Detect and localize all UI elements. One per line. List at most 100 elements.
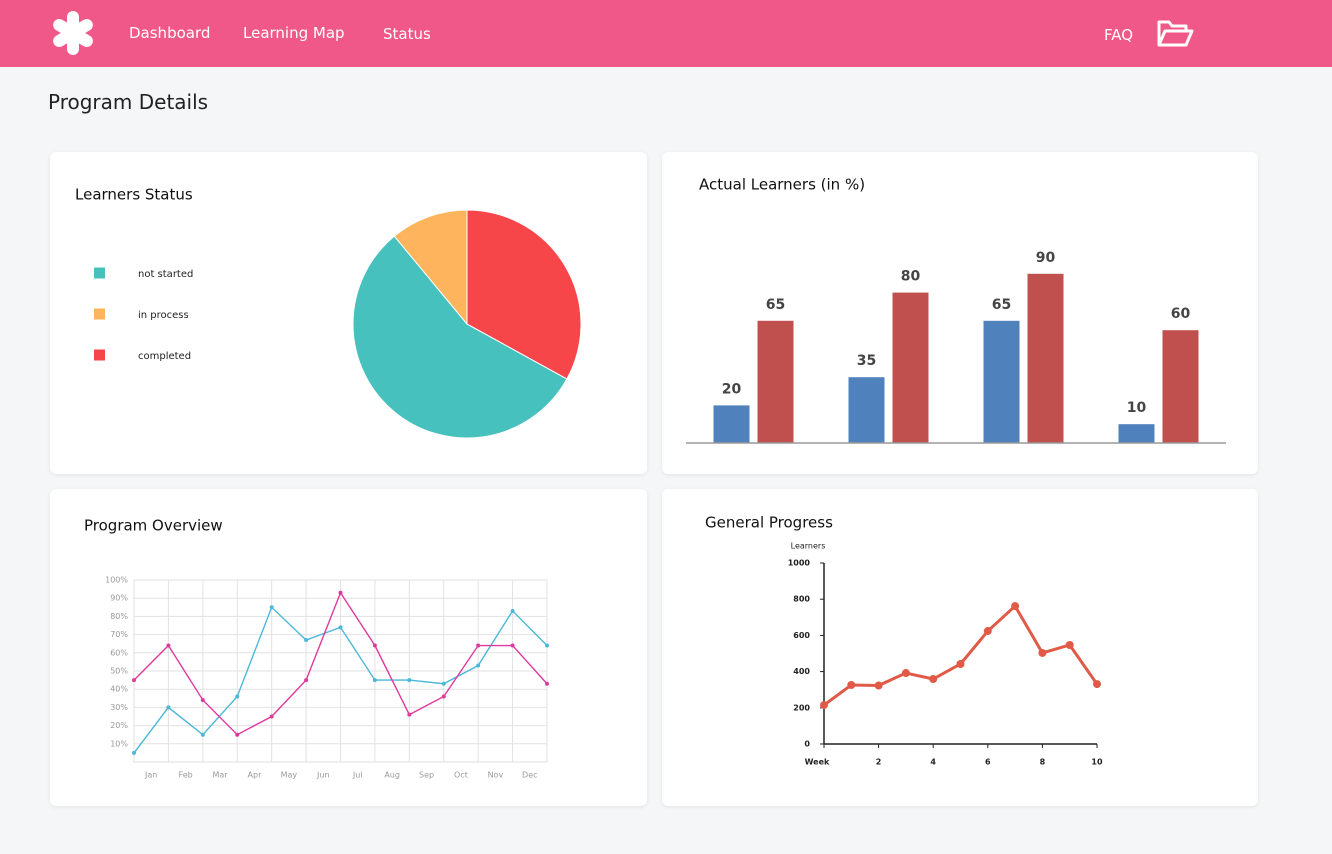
data-point <box>820 701 828 710</box>
y-tick-label: 600 <box>793 631 810 640</box>
value-label: 10 <box>1127 400 1147 416</box>
faq-link[interactable]: FAQ <box>1104 26 1134 44</box>
value-label: 65 <box>766 297 785 313</box>
bar <box>1027 273 1064 443</box>
y-tick-label: 800 <box>793 595 810 604</box>
data-point <box>132 678 136 683</box>
data-point <box>929 675 938 684</box>
data-point <box>901 669 910 678</box>
series-line <box>823 604 1099 707</box>
y-tick-label: 90% <box>110 594 128 603</box>
data-point <box>956 659 965 668</box>
data-point <box>269 605 274 610</box>
bar <box>848 377 885 443</box>
x-tick-label: May <box>281 771 298 780</box>
pie-slice <box>466 209 582 380</box>
folder-icon[interactable] <box>1156 17 1196 51</box>
bar <box>983 320 1020 443</box>
nav-link[interactable]: Dashboard <box>129 24 211 42</box>
data-point <box>166 705 171 710</box>
legend-swatch <box>94 308 105 320</box>
logo[interactable] <box>48 8 98 58</box>
data-point <box>441 694 446 699</box>
data-point <box>1038 648 1047 657</box>
chart-title: Actual Learners (in %) <box>699 176 865 194</box>
y-tick-label: 70% <box>110 630 128 639</box>
y-tick-label: 80% <box>110 612 128 621</box>
data-point <box>1011 602 1020 611</box>
legend-swatch <box>94 267 105 279</box>
x-tick-label: Week <box>805 758 830 767</box>
value-label: 35 <box>857 353 876 369</box>
x-tick-label: Mar <box>212 771 228 780</box>
data-point <box>441 681 446 686</box>
data-point <box>407 712 412 717</box>
x-tick-label: Sep <box>419 771 434 780</box>
data-point <box>166 643 171 648</box>
legend-swatch <box>94 349 105 361</box>
x-tick-label: Jul <box>352 771 363 780</box>
x-tick-label: Oct <box>454 771 468 780</box>
data-point <box>545 681 549 686</box>
y-tick-label: 60% <box>110 648 128 657</box>
data-point <box>407 678 412 683</box>
x-tick-label: 8 <box>1040 758 1046 767</box>
data-point <box>200 698 205 703</box>
x-tick-label: Dec <box>522 771 537 780</box>
x-tick-label: 6 <box>985 758 991 767</box>
bar <box>1162 330 1199 443</box>
y-tick-label: 50% <box>110 667 128 676</box>
data-point <box>338 590 343 595</box>
data-point <box>235 694 240 699</box>
y-tick-label: 0 <box>804 740 810 749</box>
data-point <box>476 663 481 668</box>
x-tick-label: Feb <box>179 771 193 780</box>
y-tick-label: 10% <box>110 739 128 748</box>
x-tick-label: 2 <box>876 758 882 767</box>
chart-title: Learners Status <box>75 186 193 204</box>
y-tick-label: 30% <box>110 703 128 712</box>
pie-slice <box>393 209 468 326</box>
data-point <box>1093 680 1101 689</box>
x-tick-label: 10 <box>1091 758 1103 767</box>
data-point <box>372 678 377 683</box>
x-tick-label: Aug <box>384 771 400 780</box>
x-tick-label: 4 <box>930 758 936 767</box>
value-label: 80 <box>901 269 921 285</box>
y-tick-label: 400 <box>793 667 810 676</box>
data-point <box>476 643 481 648</box>
value-label: 60 <box>1171 306 1191 322</box>
page-title: Program Details <box>48 90 209 114</box>
x-tick-label: Nov <box>488 771 504 780</box>
data-point <box>235 732 240 737</box>
nav-link[interactable]: Learning Map <box>243 24 345 42</box>
data-point <box>874 681 883 690</box>
value-label: 20 <box>722 381 742 397</box>
data-point <box>304 638 309 643</box>
legend-label: in process <box>138 310 189 321</box>
y-tick-label: 100% <box>105 576 128 585</box>
legend-label: not started <box>138 269 193 280</box>
data-point <box>847 680 856 689</box>
data-point <box>1065 640 1074 649</box>
data-point <box>510 608 515 613</box>
data-point <box>545 643 549 648</box>
data-point <box>983 627 992 636</box>
data-point <box>269 714 274 719</box>
y-axis-label: Learners <box>791 542 826 551</box>
nav-bar: Dashboard Learning Map Status FAQ <box>0 0 1332 67</box>
x-tick-label: Jun <box>316 771 330 780</box>
x-tick-label: Apr <box>248 771 263 780</box>
chart-title: Program Overview <box>84 517 223 535</box>
value-label: 65 <box>992 297 1011 313</box>
card <box>662 489 1258 806</box>
legend-label: completed <box>138 351 191 362</box>
data-point <box>132 750 136 755</box>
data-point <box>200 732 205 737</box>
data-point <box>510 643 515 648</box>
data-point <box>338 625 343 630</box>
nav-link[interactable]: Status <box>383 25 431 43</box>
pie-slice <box>352 235 568 439</box>
